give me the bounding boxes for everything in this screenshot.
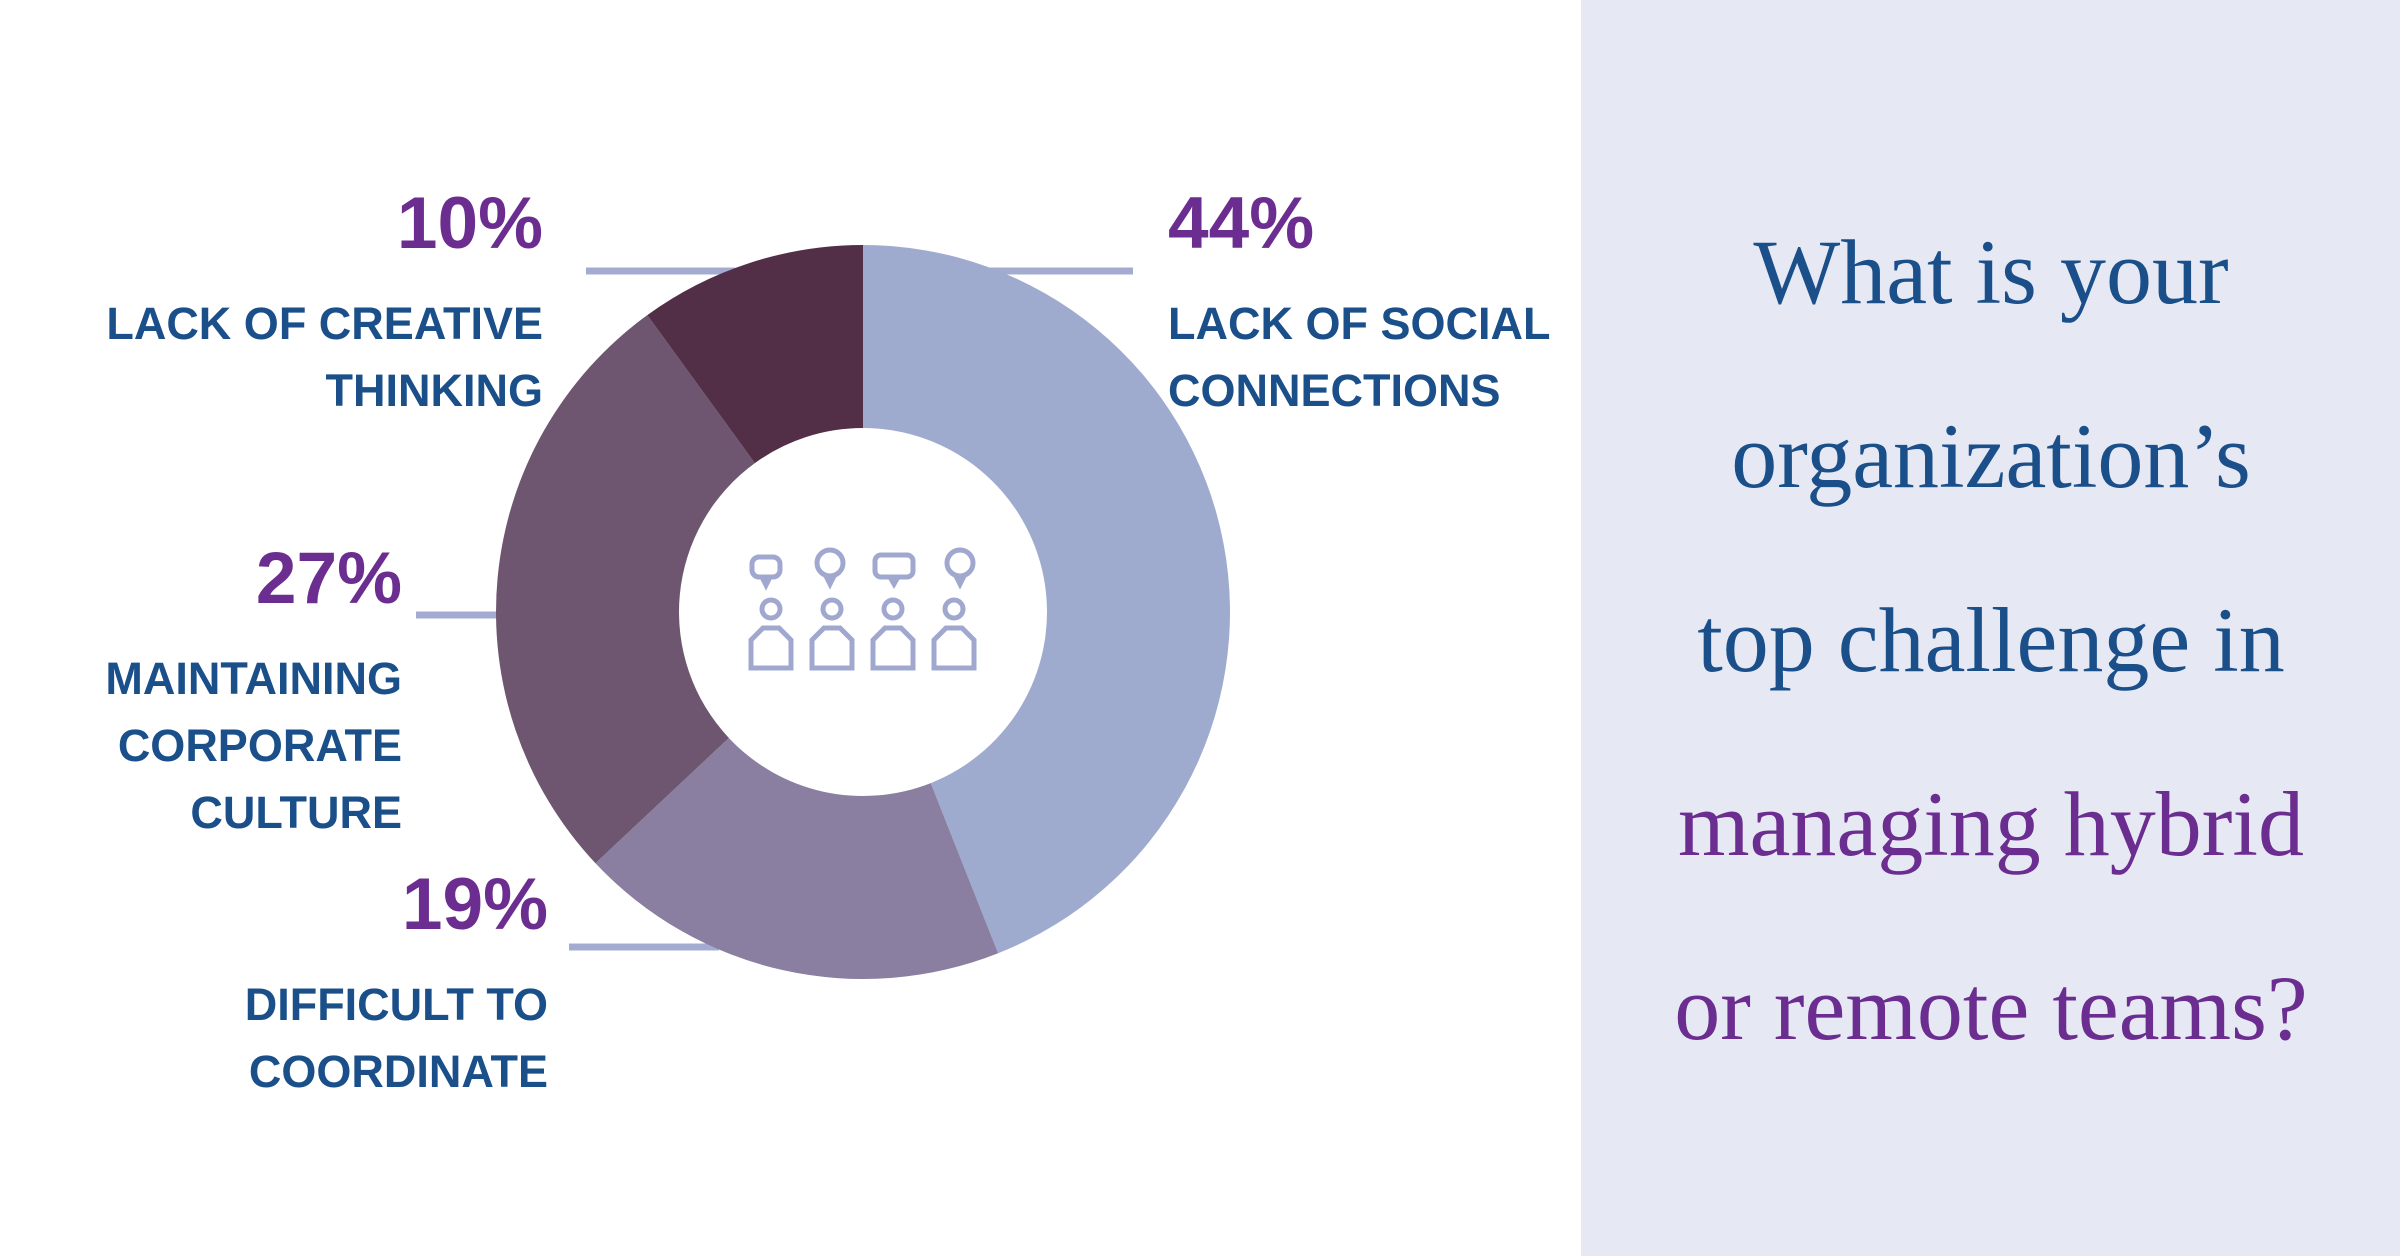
slice-label: 44% LACK OF SOCIAL CONNECTIONS bbox=[1168, 184, 1598, 424]
slice-label: 19% DIFFICULT TO COORDINATE bbox=[198, 865, 548, 1105]
title: What is your organization’s top challeng… bbox=[1671, 180, 2311, 1100]
chart bbox=[416, 245, 1230, 979]
category-label: LACK OF SOCIAL CONNECTIONS bbox=[1168, 298, 1550, 416]
category-label: LACK OF CREATIVE THINKING bbox=[106, 298, 543, 416]
question-panel: What is your organization’s top challeng… bbox=[1581, 0, 2400, 1256]
slice-label: 10% LACK OF CREATIVE THINKING bbox=[63, 184, 543, 424]
donut-slice bbox=[863, 245, 1230, 954]
slice-label: 27% MAINTAINING CORPORATE CULTURE bbox=[32, 539, 402, 846]
donut-slice bbox=[647, 245, 863, 464]
donut-slice bbox=[595, 737, 999, 979]
category-label: DIFFICULT TO COORDINATE bbox=[244, 979, 548, 1097]
title-text: What is your organization’s top challeng… bbox=[1697, 221, 2285, 691]
percent-label: 10% bbox=[396, 183, 543, 264]
donut bbox=[495, 245, 1230, 979]
donut-slice bbox=[495, 315, 755, 864]
percent-label: 44% bbox=[1168, 183, 1315, 264]
title-highlight: managing hybrid or remote teams? bbox=[1674, 773, 2308, 1059]
category-label: MAINTAINING CORPORATE CULTURE bbox=[105, 653, 402, 838]
center-icon bbox=[748, 547, 977, 671]
percent-label: 27% bbox=[255, 538, 402, 619]
percent-label: 19% bbox=[401, 864, 548, 945]
